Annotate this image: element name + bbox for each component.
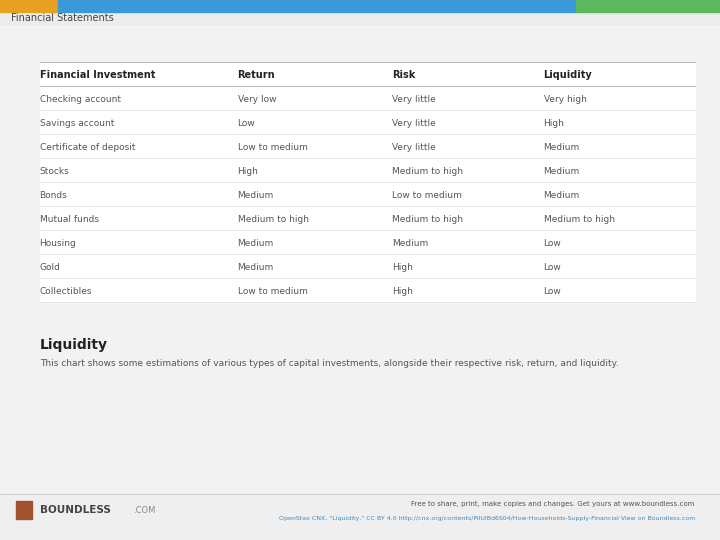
Text: Low: Low: [544, 263, 562, 272]
Text: Certificate of deposit: Certificate of deposit: [40, 143, 135, 152]
Text: Medium: Medium: [238, 191, 274, 200]
Text: Free to share, print, make copies and changes. Get yours at www.boundless.com: Free to share, print, make copies and ch…: [411, 501, 695, 508]
Text: Low to medium: Low to medium: [238, 143, 307, 152]
Bar: [0, 12, 720, 24]
Text: Medium: Medium: [544, 143, 580, 152]
Bar: [576, 0, 720, 12]
Text: Liquidity: Liquidity: [544, 70, 593, 80]
Text: High: High: [544, 119, 564, 128]
Text: Medium: Medium: [238, 263, 274, 272]
Text: Low: Low: [238, 119, 256, 128]
Text: Financial Investment: Financial Investment: [40, 70, 155, 80]
Text: .COM: .COM: [133, 506, 156, 515]
Text: Low to medium: Low to medium: [238, 287, 307, 296]
Bar: [0, 494, 720, 540]
Text: BOUNDLESS: BOUNDLESS: [40, 505, 110, 515]
Text: High: High: [392, 287, 413, 296]
Text: Risk: Risk: [392, 70, 415, 80]
Text: OpenStax CNX, "Liquidity," CC BY 4.0 http://cnx.org/contents/PilUIBd6S04/How-Hou: OpenStax CNX, "Liquidity," CC BY 4.0 htt…: [279, 516, 695, 521]
Text: Mutual funds: Mutual funds: [40, 215, 99, 224]
Text: Financial Statements: Financial Statements: [11, 13, 114, 23]
Bar: [16, 501, 32, 519]
Text: Return: Return: [238, 70, 275, 80]
Text: Very little: Very little: [392, 119, 436, 128]
Text: Checking account: Checking account: [40, 95, 121, 104]
Text: Low to medium: Low to medium: [392, 191, 462, 200]
Text: High: High: [392, 263, 413, 272]
Text: Medium to high: Medium to high: [238, 215, 309, 224]
Text: Savings account: Savings account: [40, 119, 114, 128]
Text: Housing: Housing: [40, 239, 76, 248]
Text: Bonds: Bonds: [40, 191, 68, 200]
Text: Medium: Medium: [544, 191, 580, 200]
Text: Medium to high: Medium to high: [392, 215, 464, 224]
Text: Very little: Very little: [392, 95, 436, 104]
Text: Medium: Medium: [238, 239, 274, 248]
Text: Low: Low: [544, 239, 562, 248]
Text: Low: Low: [544, 287, 562, 296]
Text: Gold: Gold: [40, 263, 60, 272]
Text: Medium to high: Medium to high: [392, 167, 464, 176]
Text: Medium to high: Medium to high: [544, 215, 615, 224]
Text: Medium: Medium: [544, 167, 580, 176]
Bar: [40, 62, 695, 302]
Bar: [58, 0, 576, 12]
Text: Very low: Very low: [238, 95, 276, 104]
Text: Stocks: Stocks: [40, 167, 69, 176]
Text: Very little: Very little: [392, 143, 436, 152]
Text: Liquidity: Liquidity: [40, 338, 107, 352]
Text: Medium: Medium: [392, 239, 428, 248]
Text: High: High: [238, 167, 258, 176]
Text: This chart shows some estimations of various types of capital investments, along: This chart shows some estimations of var…: [40, 359, 618, 368]
Text: Very high: Very high: [544, 95, 587, 104]
Bar: [0, 0, 58, 12]
Text: Collectibles: Collectibles: [40, 287, 92, 296]
